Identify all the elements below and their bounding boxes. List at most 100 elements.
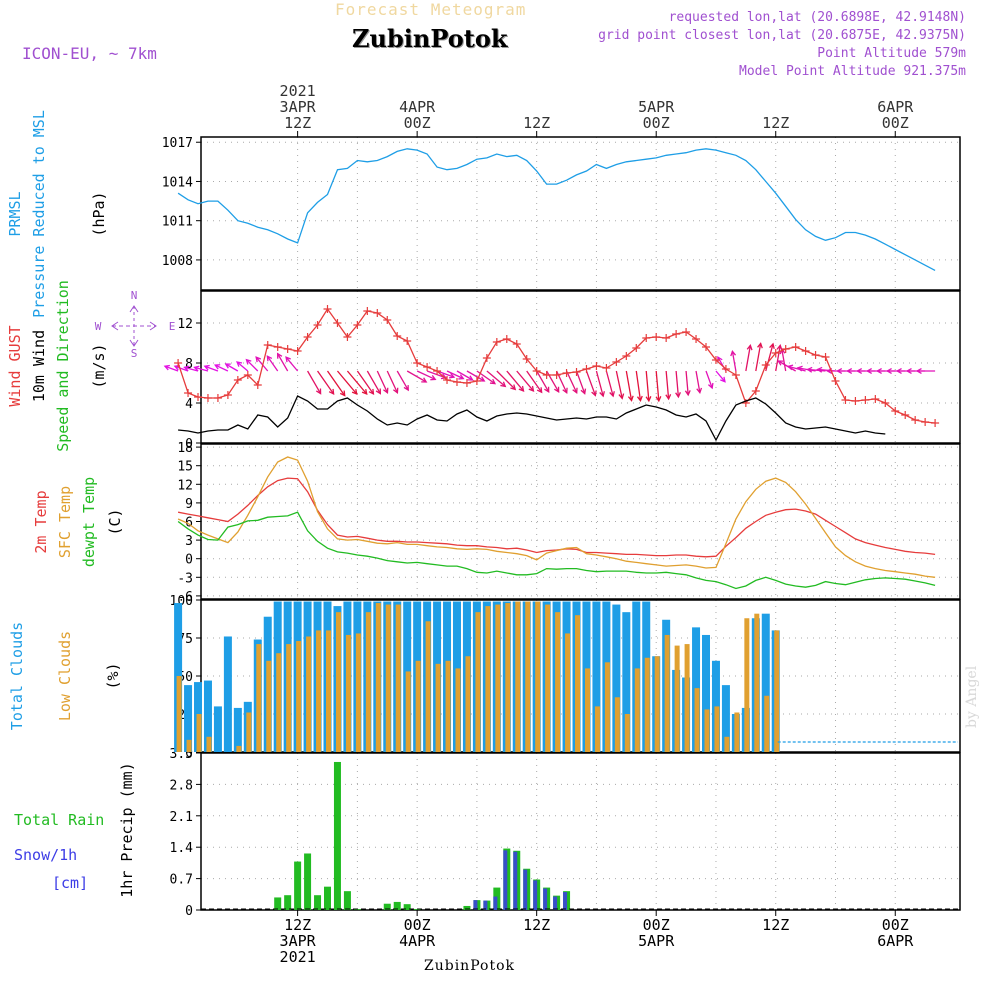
gust-marker [711,356,720,364]
gust-marker [871,395,880,403]
wind-arrow [446,370,464,380]
wind-arrow-head [572,387,578,394]
y-tick-label: -3 [177,571,193,586]
wind-arrow-head [276,352,283,359]
wind-arrow-head [746,344,753,351]
cloud-low-bar [345,634,351,752]
panel-label-cloud: Low Clouds [56,631,74,721]
cloud-low-bar [415,660,421,752]
gust-marker [492,338,501,346]
wind-arrow [516,370,534,392]
wind-arrow [615,370,623,399]
gust-marker [532,367,541,375]
gust-marker [582,365,591,373]
gust-marker [383,316,392,324]
wind-arrow [731,351,737,372]
cloud-low-bar [276,653,282,752]
gust-marker [811,351,820,359]
panel-label-temp: dewpt Temp [80,477,98,567]
time-label-bottom: 00Z [404,916,431,934]
gust-marker [692,335,701,343]
wind-arrow-head [836,368,843,374]
compass-e: E [169,320,176,333]
wind-arrow-head [315,388,322,395]
wind-arrow [625,370,633,401]
panel-label-wind: 10m Wind [30,330,48,402]
snow-bar [483,900,488,910]
wind-arrow-head [554,386,560,393]
y-tick-label: 0 [185,904,193,919]
gust-marker [243,371,252,379]
cloud-low-bar [684,644,690,752]
wind-arrow [396,370,409,391]
wind-arrow-head [730,349,737,357]
cloud-low-bar [186,739,192,752]
gust-marker [642,334,651,342]
wind-arrow [346,370,368,395]
closest-gridpoint: grid point closest lon,lat (20.6875E, 42… [598,28,966,43]
gust-marker [682,328,691,336]
wind-arrow-head [163,364,170,371]
gust-marker [273,343,282,351]
wind-arrow-head [675,392,681,399]
time-label-bottom: 00Z [882,916,909,934]
cloud-low-bar [584,668,590,752]
wind-arrow-head [796,365,803,372]
cloud-low-bar [266,660,272,752]
wind-arrow-head [777,360,784,366]
panel-label-precip: 1hr Precip (mm) [118,762,136,897]
snow-bar [503,850,508,910]
wind-arrow-head [392,387,399,394]
wind-arrow-head [655,396,662,403]
snow-bar [563,892,568,910]
precip-legend-item: Total Rain [14,811,104,829]
gust-marker [403,337,412,345]
wind-arrow-head [591,390,597,397]
gust-marker [751,387,760,395]
wind-arrow [715,370,726,383]
gust-marker [363,307,372,315]
cloud-total-bar [761,613,770,752]
time-label-bottom: 4APR [399,932,436,950]
gust-marker [293,347,302,355]
time-label-bottom: 6APR [877,932,914,950]
gust-marker [333,319,342,327]
wind-arrow [436,370,455,378]
wind-arrow [775,345,781,372]
time-label-bottom: 12Z [523,916,550,934]
panel-label-wind: Speed and Direction [54,280,72,452]
cloud-low-bar [674,645,680,752]
cloud-total-bar [233,707,242,752]
gust-marker [931,419,940,427]
y-tick-label: 1014 [162,175,193,190]
time-label-top: 3APR [280,98,317,116]
snow-bar [513,851,518,910]
wind-arrow-head [255,356,262,363]
gust-marker [353,321,362,329]
watermark: by Angel [964,665,980,728]
wind-arrow [645,370,650,401]
cloud-low-bar [694,688,700,752]
precip-legend-item: Snow/1h [14,846,77,864]
wind-arrow [184,366,199,372]
panel-label-pressure: (hPa) [90,191,108,236]
gust-marker [632,344,641,352]
wind-arrow [466,370,485,382]
wind-arrow [807,368,826,372]
cloud-low-bar [624,714,630,752]
wind-arrow [536,370,550,393]
cloud-low-bar [355,633,361,752]
time-label-top: 5APR [638,98,675,116]
cloud-low-bar [375,603,381,752]
compass-s: S [131,347,138,360]
wind-arrow [565,370,578,394]
y-tick-label: 6 [185,516,193,531]
wind-arrow [695,370,701,393]
cloud-low-bar [744,618,750,752]
requested-location: requested lon,lat (20.6898E, 42.9148N) [668,10,966,25]
cloud-total-bar [203,680,212,752]
wind-arrow [236,361,249,372]
wind-arrow-head [865,368,872,374]
wind-arrow-head [236,361,243,367]
wind-arrow-head [383,387,389,394]
